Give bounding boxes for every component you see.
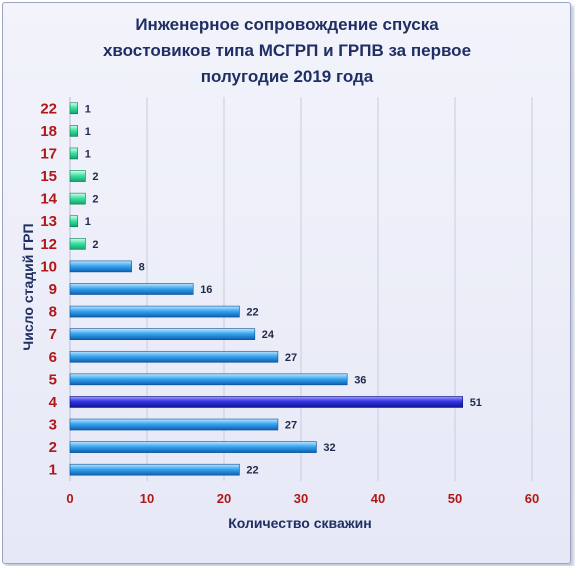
bar [69,192,86,205]
grid-lines [69,97,533,481]
category-tick-label: 3 [49,417,57,434]
bar [69,102,78,115]
x-tick-label: 20 [217,491,231,506]
chart-title-line-2: хвостовиков типа МСГРП и ГРПВ за первое [103,41,471,60]
category-tick-label: 12 [40,236,57,253]
bar [69,418,279,431]
category-tick-label: 7 [49,326,57,343]
data-label: 27 [285,352,297,364]
bar [69,147,78,160]
category-tick-label: 17 [40,145,57,162]
category-tick-label: 10 [40,258,57,275]
chart-title: Инженерное сопровождение спуска хвостови… [103,15,471,86]
data-label: 2 [92,239,98,251]
data-label: 1 [85,126,91,138]
data-label: 24 [262,329,275,341]
x-tick-labels: 0 10 20 30 40 50 60 [66,491,539,506]
x-tick-label: 0 [66,491,73,506]
chart-title-line-3: полугодие 2019 года [201,67,374,86]
category-tick-label: 2 [49,439,57,456]
data-label: 22 [246,307,258,319]
x-tick-label: 10 [140,491,154,506]
y-axis-title: Число стадий ГРП [20,223,36,350]
bar [69,373,348,386]
data-label: 2 [92,171,98,183]
bar [69,170,86,182]
category-tick-label: 5 [49,371,57,388]
data-label: 1 [85,148,91,160]
bar [69,215,78,228]
category-tick-label: 18 [40,123,57,140]
bar [69,238,86,250]
bar [69,305,240,318]
data-label: 1 [85,216,91,228]
category-tick-label: 1 [49,462,57,479]
data-label: 51 [470,397,482,409]
data-label: 1 [85,103,91,115]
x-tick-label: 50 [448,491,462,506]
x-tick-label: 60 [525,491,539,506]
bar [69,260,132,273]
category-tick-label: 9 [49,281,57,298]
data-label: 2 [92,194,98,206]
chart-title-line-1: Инженерное сопровождение спуска [135,15,439,34]
data-label: 32 [323,442,335,454]
x-axis-title: Количество скважин [228,515,371,531]
category-tick-label: 22 [40,100,57,117]
category-tick-label: 13 [40,213,57,230]
data-label: 36 [354,374,366,386]
category-tick-label: 14 [40,191,57,208]
x-tick-label: 40 [371,491,385,506]
bar [69,125,78,137]
category-tick-label: 4 [49,394,58,411]
bars [69,102,464,476]
bar [69,441,317,453]
bar [69,328,256,340]
category-tick-label: 8 [49,304,57,321]
data-label: 8 [139,261,145,273]
bar [69,396,464,408]
category-tick-label: 15 [40,168,57,185]
category-tick-label: 6 [49,349,57,366]
data-label: 27 [285,420,297,432]
data-label: 22 [246,465,258,477]
bar [69,283,194,295]
bar [69,350,279,363]
data-label: 16 [200,284,212,296]
bar [69,463,240,476]
x-tick-label: 30 [294,491,308,506]
